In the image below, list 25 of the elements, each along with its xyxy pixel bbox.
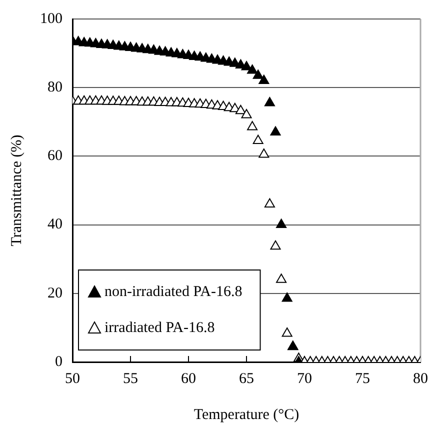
point [282, 292, 292, 302]
y-tick-label: 60 [48, 148, 62, 164]
y-tick-label: 20 [48, 285, 62, 302]
legend-label: non-irradiated PA-16.8 [104, 284, 242, 300]
point [276, 218, 287, 228]
x-axis-title: Temperature (°C) [194, 406, 300, 423]
legend-label: irradiated PA-16.8 [104, 320, 215, 336]
x-tick-label: 70 [297, 370, 312, 387]
y-tick-label: 100 [40, 10, 62, 27]
point [270, 126, 281, 136]
x-tick-label: 75 [355, 370, 370, 387]
point [247, 64, 258, 74]
point [258, 74, 270, 84]
x-tick-label: 80 [413, 370, 428, 387]
point [252, 70, 264, 79]
y-tick-label: 0 [55, 354, 62, 370]
y-tick-label: 40 [48, 216, 62, 233]
y-axis-title: Transmittance (%) [8, 134, 25, 246]
x-tick-label: 55 [123, 370, 138, 387]
x-tick-label: 50 [65, 370, 80, 387]
y-tick-label: 80 [48, 80, 62, 96]
x-tick-label: 65 [239, 370, 254, 387]
point [241, 61, 252, 70]
point [264, 97, 275, 106]
x-tick-label: 60 [181, 370, 196, 387]
